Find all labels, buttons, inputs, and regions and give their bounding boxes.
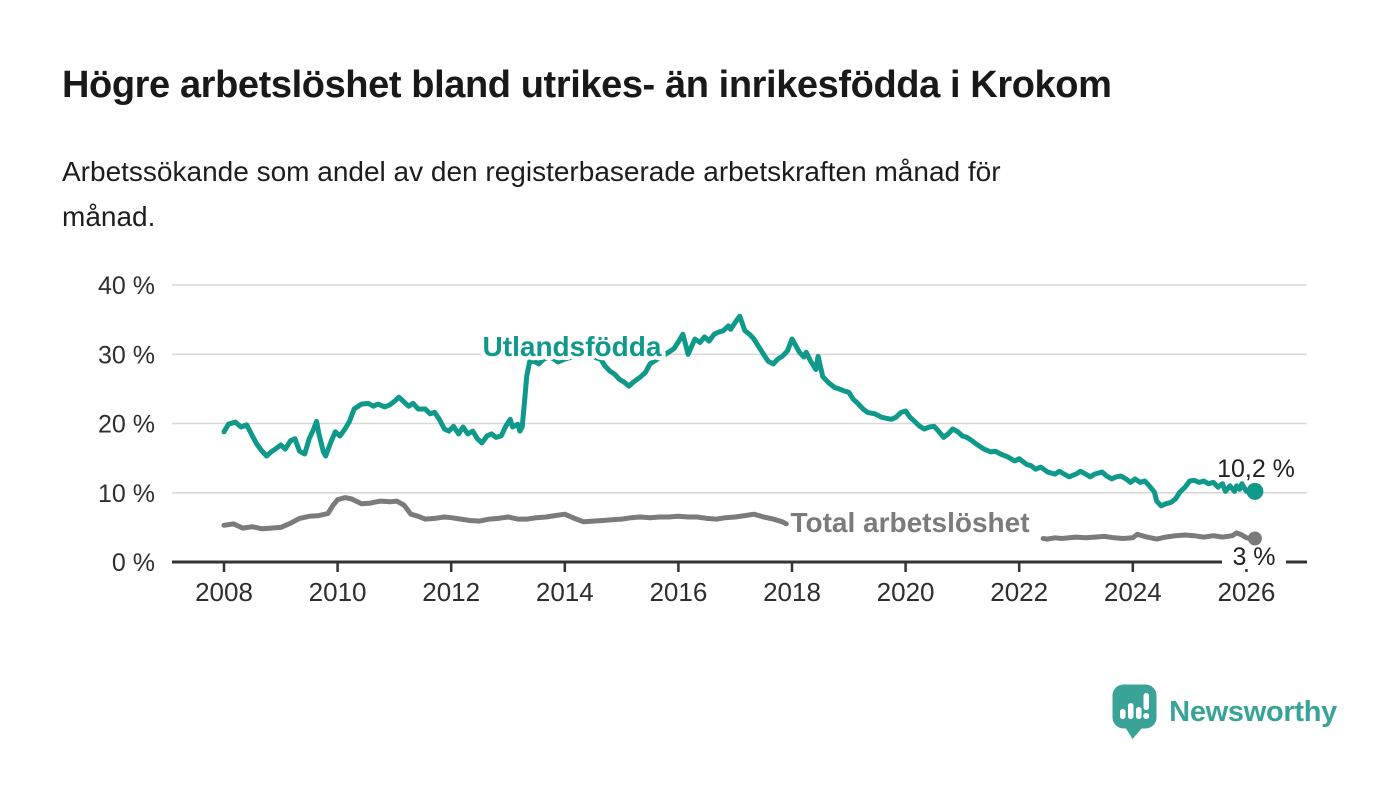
series-label-total: Total arbetslöshet xyxy=(790,507,1029,538)
x-tick-label: 2012 xyxy=(422,577,480,607)
series-line-utlandsfodda xyxy=(221,313,1254,509)
logo-exclamation-stem xyxy=(1143,693,1150,710)
end-dots-group xyxy=(1246,482,1264,546)
series-lines-group xyxy=(221,313,1254,542)
x-tick-label: 2020 xyxy=(877,577,935,607)
logo-exclamation-dot xyxy=(1143,713,1150,719)
x-tick-label: 2024 xyxy=(1104,577,1162,607)
x-tick-label: 2016 xyxy=(649,577,707,607)
axis-group: 2008 2010 2012 2014 2016 2018 2020 2022 2024 2026 xyxy=(172,560,1307,607)
logo-bar-2 xyxy=(1128,703,1134,719)
y-tick-label: 10 % xyxy=(98,480,155,508)
y-tick-label: 30 % xyxy=(98,341,155,369)
x-tick-label: 2008 xyxy=(195,577,253,607)
y-tick-label: 40 % xyxy=(98,272,155,300)
series-line-total xyxy=(1040,530,1254,542)
logo-bar-1 xyxy=(1120,709,1126,719)
end-label-utlandsfodda: 10,2 % xyxy=(1217,455,1295,483)
x-tick-label: 2010 xyxy=(309,577,367,607)
newsworthy-logo: Newsworthy xyxy=(1112,684,1337,740)
logo-bubble xyxy=(1112,684,1157,729)
newsworthy-logo-text: Newsworthy xyxy=(1169,695,1337,728)
end-dot-utlandsfodda xyxy=(1246,482,1264,500)
x-tick-label: 2022 xyxy=(990,577,1048,607)
y-tick-label: 0 % xyxy=(112,549,155,577)
end-label-total: 3 % xyxy=(1232,543,1275,571)
chart-subtitle: Arbetssökande som andel av den registerb… xyxy=(62,156,1001,232)
end-dot-total xyxy=(1247,531,1262,546)
end-label-total-background xyxy=(1222,547,1286,569)
gridlines-group: 0 % 10 % 20 % 30 % 40 % xyxy=(98,272,1307,577)
logo-bubble-tail xyxy=(1125,727,1144,739)
x-tick-label: 2026 xyxy=(1217,577,1275,607)
labels-overlay-group: 10,2 % 3 % Utlandsfödda Total arbetslösh… xyxy=(479,327,1295,571)
series-line-total xyxy=(221,495,789,532)
page-title: Högre arbetslöshet bland utrikes- än inr… xyxy=(62,64,1112,106)
newsworthy-logo-icon xyxy=(1112,684,1157,739)
logo-bar-3 xyxy=(1136,707,1142,719)
series-label-utlandsfodda: Utlandsfödda xyxy=(483,331,662,362)
x-tick-label: 2018 xyxy=(763,577,821,607)
y-tick-label: 20 % xyxy=(98,411,155,439)
x-tick-label: 2014 xyxy=(536,577,594,607)
